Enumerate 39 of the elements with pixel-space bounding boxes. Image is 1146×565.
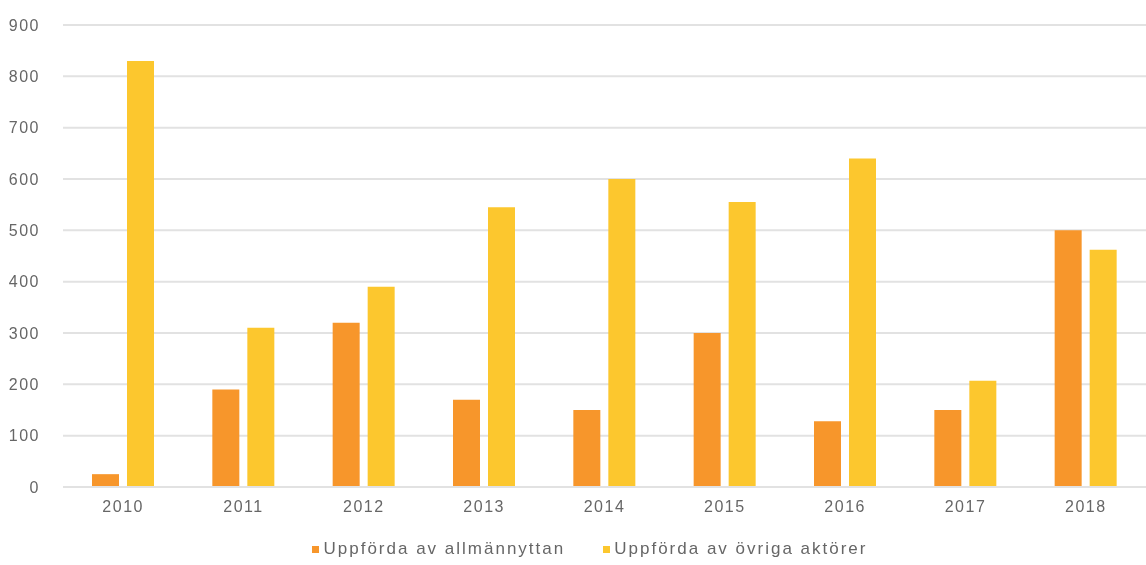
legend-label: Uppförda av allmännyttan bbox=[323, 539, 566, 558]
y-tick-label: 0 bbox=[29, 478, 40, 496]
y-tick-label: 300 bbox=[8, 324, 40, 342]
x-tick-label: 2011 bbox=[223, 498, 264, 516]
bar bbox=[92, 474, 119, 487]
x-tick-label: 2013 bbox=[463, 498, 505, 516]
y-tick-label: 100 bbox=[8, 427, 40, 445]
bar bbox=[212, 389, 240, 487]
y-tick-label: 400 bbox=[8, 273, 40, 291]
y-tick-label: 200 bbox=[8, 376, 40, 394]
x-tick-label: 2012 bbox=[343, 498, 385, 516]
bar bbox=[488, 207, 515, 487]
y-tick-label: 500 bbox=[8, 222, 40, 240]
bar bbox=[453, 399, 480, 487]
bar bbox=[573, 410, 601, 487]
y-tick-label: 800 bbox=[8, 68, 40, 86]
bar bbox=[693, 333, 721, 487]
bar bbox=[814, 421, 841, 487]
bar bbox=[934, 410, 962, 487]
bar bbox=[969, 380, 997, 487]
x-tick-label: 2014 bbox=[583, 498, 626, 516]
bar bbox=[728, 202, 756, 487]
bar bbox=[849, 158, 876, 487]
bar bbox=[332, 322, 360, 487]
y-tick-label: 600 bbox=[8, 170, 40, 188]
x-tick-label: 2018 bbox=[1065, 498, 1107, 516]
bar bbox=[247, 327, 275, 487]
y-tick-label: 700 bbox=[8, 119, 40, 137]
bar bbox=[127, 60, 154, 487]
bar bbox=[367, 286, 395, 487]
legend-label: Uppförda av övriga aktörer bbox=[614, 539, 868, 558]
x-tick-label: 2015 bbox=[704, 498, 746, 516]
bar bbox=[608, 179, 636, 487]
bar bbox=[1054, 230, 1082, 487]
x-tick-label: 2017 bbox=[944, 498, 987, 516]
x-tick-label: 2010 bbox=[102, 498, 144, 516]
y-tick-label: 900 bbox=[8, 16, 40, 34]
bar bbox=[1089, 249, 1117, 487]
x-tick-label: 2016 bbox=[824, 498, 866, 516]
